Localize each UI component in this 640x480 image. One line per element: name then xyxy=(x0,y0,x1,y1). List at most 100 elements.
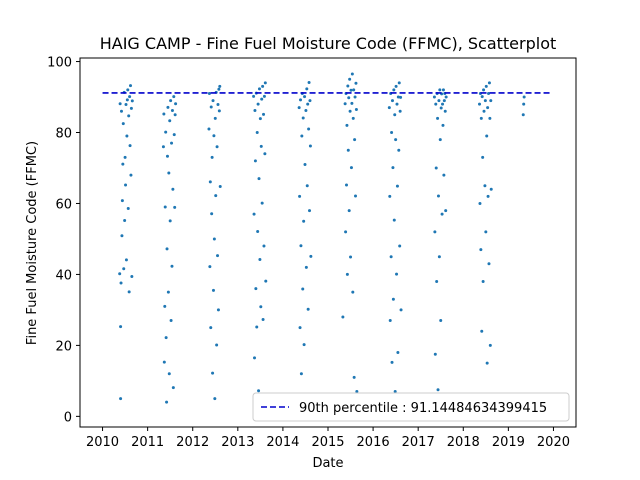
data-point xyxy=(119,325,123,329)
data-point xyxy=(207,127,211,131)
data-point xyxy=(479,248,483,252)
data-point xyxy=(437,255,441,259)
data-point xyxy=(298,326,302,330)
chart-title: HAIG CAMP - Fine Fuel Moisture Code (FFM… xyxy=(100,34,557,53)
data-point xyxy=(480,329,484,333)
data-point xyxy=(208,180,212,184)
data-point xyxy=(164,336,168,340)
data-point xyxy=(479,116,483,120)
data-point xyxy=(212,237,216,241)
data-point xyxy=(389,255,393,259)
data-point xyxy=(487,81,491,85)
data-point xyxy=(397,81,401,85)
x-tick-label: 2016 xyxy=(357,435,390,450)
data-point xyxy=(301,287,305,291)
data-point xyxy=(258,258,262,262)
data-point xyxy=(126,88,130,92)
data-point xyxy=(216,102,220,106)
data-point xyxy=(482,109,486,113)
data-point xyxy=(307,127,311,131)
data-point xyxy=(303,162,307,166)
data-point xyxy=(257,389,261,393)
data-point xyxy=(255,325,259,329)
data-point xyxy=(304,265,308,269)
data-point xyxy=(171,386,175,390)
data-point xyxy=(484,230,488,234)
data-point xyxy=(165,154,169,158)
data-point xyxy=(305,184,309,188)
data-point xyxy=(438,138,442,142)
data-point xyxy=(354,81,358,85)
data-point xyxy=(301,116,305,120)
data-point xyxy=(397,148,401,152)
data-point xyxy=(165,400,169,404)
data-point xyxy=(438,88,442,92)
data-point xyxy=(253,159,257,163)
data-point xyxy=(298,194,302,198)
data-point xyxy=(355,390,359,394)
data-point xyxy=(211,288,215,292)
data-point xyxy=(207,91,211,95)
data-point xyxy=(169,99,173,103)
data-point xyxy=(399,308,403,312)
data-point xyxy=(346,84,350,88)
data-point xyxy=(129,173,133,177)
data-point xyxy=(483,184,487,188)
data-point xyxy=(162,112,166,116)
y-tick-label: 20 xyxy=(55,339,72,354)
data-point xyxy=(486,194,490,198)
data-point xyxy=(439,319,443,323)
data-point xyxy=(259,305,263,309)
x-tick-label: 2017 xyxy=(402,435,435,450)
data-point xyxy=(344,183,348,187)
data-point xyxy=(488,343,492,347)
data-point xyxy=(394,138,398,142)
data-point xyxy=(391,166,395,170)
legend-box xyxy=(252,392,570,422)
data-point xyxy=(120,199,124,203)
x-tick-label: 2010 xyxy=(86,435,119,450)
data-point xyxy=(120,234,124,238)
data-point xyxy=(255,131,259,135)
data-point xyxy=(259,144,263,148)
data-point xyxy=(444,209,448,213)
data-point xyxy=(163,205,167,209)
data-point xyxy=(165,247,169,251)
scatter-points xyxy=(118,72,526,404)
data-point xyxy=(125,98,129,102)
data-point xyxy=(488,116,492,120)
data-point xyxy=(441,88,445,92)
data-point xyxy=(486,106,490,110)
data-point xyxy=(341,315,345,319)
data-point xyxy=(161,145,165,149)
data-point xyxy=(170,264,174,268)
data-point xyxy=(125,134,129,138)
x-tick-label: 2015 xyxy=(311,435,344,450)
data-point xyxy=(485,134,489,138)
data-point xyxy=(483,99,487,103)
data-point xyxy=(480,95,484,99)
data-point xyxy=(210,155,214,159)
data-point xyxy=(354,107,358,111)
data-point xyxy=(211,371,215,375)
data-point xyxy=(262,94,266,98)
data-point xyxy=(215,343,219,347)
data-point xyxy=(441,102,445,106)
data-point xyxy=(441,123,445,127)
data-point xyxy=(303,95,307,99)
data-point xyxy=(298,98,302,102)
data-point xyxy=(256,102,260,106)
data-point xyxy=(130,99,134,103)
data-point xyxy=(260,97,264,101)
data-point xyxy=(300,134,304,138)
data-point xyxy=(398,244,402,248)
x-tick-label: 2018 xyxy=(447,435,480,450)
data-point xyxy=(354,194,358,198)
data-point xyxy=(169,319,173,323)
data-point xyxy=(390,360,394,364)
data-point xyxy=(349,255,353,259)
data-point xyxy=(433,230,437,234)
data-point xyxy=(302,219,306,223)
data-point xyxy=(118,272,122,276)
